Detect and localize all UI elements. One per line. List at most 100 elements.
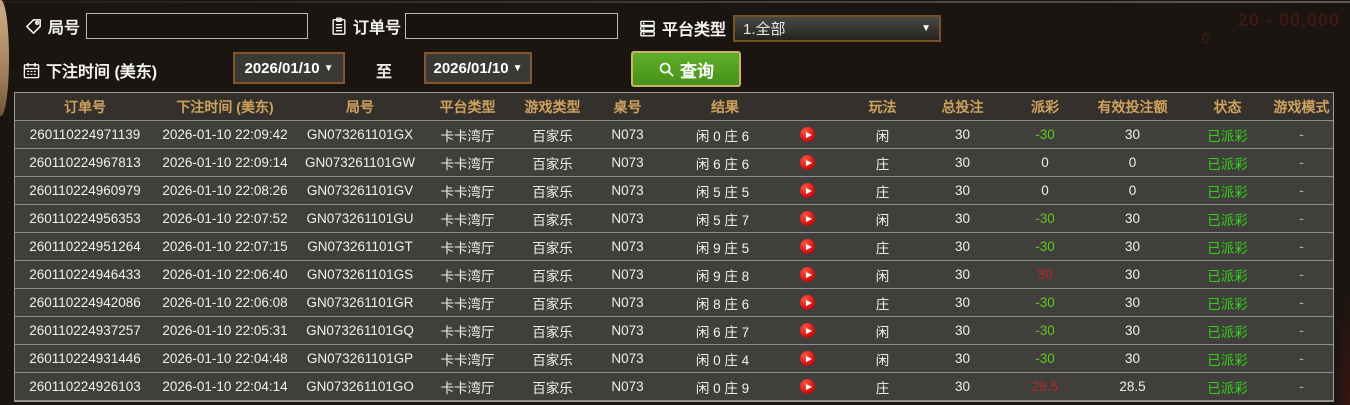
cell-round-number: GN073261101GV	[306, 183, 414, 198]
cell-platform-type: 卡卡湾厅	[440, 324, 495, 340]
table-row[interactable]: 260110224926103 2026-01-10 22:04:14 GN07…	[15, 373, 1333, 401]
cell-round-number: GN073261101GW	[304, 155, 416, 170]
video-replay-icon[interactable]	[800, 267, 815, 282]
table-row[interactable]: 260110224946433 2026-01-10 22:06:40 GN07…	[15, 261, 1333, 289]
cell-total-bet: 30	[954, 295, 971, 310]
cell-platform-type: 卡卡湾厅	[440, 352, 495, 368]
cell-game-mode: -	[1299, 379, 1304, 394]
query-button[interactable]: 查询	[631, 51, 741, 87]
cell-order-number: 260110224946433	[29, 267, 141, 282]
cell-order-number: 260110224926103	[29, 379, 141, 394]
corner-glow	[1334, 285, 1350, 405]
cell-platform-type: 卡卡湾厅	[440, 380, 495, 396]
result-score-text: 闲 6 庄 7	[695, 324, 750, 340]
platform-type-label: 平台类型	[638, 16, 726, 40]
cell-game-type: 百家乐	[532, 268, 573, 284]
table-row[interactable]: 260110224951264 2026-01-10 22:07:15 GN07…	[15, 233, 1333, 261]
table-body: 260110224971139 2026-01-10 22:09:42 GN07…	[15, 121, 1333, 401]
table-row[interactable]: 260110224956353 2026-01-10 22:07:52 GN07…	[15, 205, 1333, 233]
cell-game-type: 百家乐	[532, 324, 573, 340]
video-replay-icon[interactable]	[800, 155, 815, 170]
window-top-edge	[0, 1, 1350, 3]
cell-valid-bet: 30	[1124, 351, 1141, 366]
cell-round-number: GN073261101GX	[306, 127, 414, 142]
col-header-round: 局号	[346, 98, 374, 115]
cell-payout: -30	[1035, 239, 1055, 254]
side-drawer-handle[interactable]	[0, 0, 9, 116]
table-header-row: 订单号 下注时间 (美东) 局号 平台类型 游戏类型 桌号 结果 玩法 总投注 …	[15, 93, 1333, 121]
cell-platform-type: 卡卡湾厅	[440, 128, 495, 144]
cell-bet-time: 2026-01-10 22:04:48	[162, 351, 288, 366]
col-header-bet-time: 下注时间 (美东)	[176, 98, 274, 115]
order-number-input[interactable]	[405, 13, 618, 39]
chevron-down-icon: ▼	[512, 62, 523, 74]
round-number-label: 局号	[24, 14, 80, 38]
cell-order-number: 260110224937257	[29, 323, 141, 338]
cell-total-bet: 30	[954, 183, 971, 198]
video-replay-icon[interactable]	[800, 211, 815, 226]
tag-icon	[25, 18, 41, 34]
video-replay-icon[interactable]	[800, 183, 815, 198]
cell-play-type: 庄	[875, 380, 890, 396]
table-row[interactable]: 260110224971139 2026-01-10 22:09:42 GN07…	[15, 121, 1333, 149]
cell-game-mode: -	[1299, 155, 1304, 170]
cell-bet-time: 2026-01-10 22:07:15	[162, 239, 288, 254]
cell-payout: -30	[1035, 127, 1055, 142]
table-row[interactable]: 260110224967813 2026-01-10 22:09:14 GN07…	[15, 149, 1333, 177]
background-bleed-text: 20 - 00,000 0	[1201, 10, 1340, 49]
result-score-text: 闲 9 庄 5	[695, 240, 750, 256]
cell-play-type: 闲	[875, 128, 890, 144]
video-replay-icon[interactable]	[800, 323, 815, 338]
bet-records-table: 订单号 下注时间 (美东) 局号 平台类型 游戏类型 桌号 结果 玩法 总投注 …	[14, 92, 1334, 402]
result-score-text: 闲 9 庄 8	[695, 268, 750, 284]
cell-payout: 30	[1037, 267, 1053, 282]
video-replay-icon[interactable]	[800, 351, 815, 366]
cell-game-type: 百家乐	[532, 352, 573, 368]
col-header-result: 结果	[711, 98, 739, 115]
cell-status: 已派彩	[1207, 240, 1248, 256]
cell-status: 已派彩	[1207, 212, 1248, 228]
list-icon	[640, 20, 655, 36]
cell-valid-bet: 0	[1128, 155, 1137, 170]
video-replay-icon[interactable]	[800, 127, 815, 142]
round-number-input[interactable]	[86, 13, 308, 39]
cell-game-type: 百家乐	[532, 380, 573, 396]
cell-game-type: 百家乐	[532, 240, 573, 256]
cell-game-type: 百家乐	[532, 156, 573, 172]
video-replay-icon[interactable]	[800, 295, 815, 310]
cell-round-number: GN073261101GO	[306, 379, 414, 394]
cell-game-mode: -	[1299, 183, 1304, 198]
cell-valid-bet: 0	[1128, 183, 1137, 198]
cell-bet-time: 2026-01-10 22:09:14	[162, 155, 288, 170]
cell-bet-time: 2026-01-10 22:09:42	[162, 127, 288, 142]
cell-table-number: N073	[611, 323, 644, 338]
cell-bet-time: 2026-01-10 22:06:40	[162, 267, 288, 282]
cell-game-mode: -	[1299, 351, 1304, 366]
col-header-platform: 平台类型	[439, 98, 496, 115]
cell-table-number: N073	[611, 127, 644, 142]
date-from-picker[interactable]: 2026/01/10 ▼	[233, 52, 345, 84]
cell-table-number: N073	[611, 183, 644, 198]
cell-order-number: 260110224956353	[29, 211, 141, 226]
col-header-payout: 派彩	[1031, 98, 1059, 115]
cell-play-type: 闲	[875, 268, 890, 284]
table-row[interactable]: 260110224942086 2026-01-10 22:06:08 GN07…	[15, 289, 1333, 317]
platform-type-select[interactable]: 1.全部 ▼	[733, 15, 941, 42]
table-row[interactable]: 260110224937257 2026-01-10 22:05:31 GN07…	[15, 317, 1333, 345]
table-row[interactable]: 260110224960979 2026-01-10 22:08:26 GN07…	[15, 177, 1333, 205]
cell-table-number: N073	[611, 211, 644, 226]
date-to-picker[interactable]: 2026/01/10 ▼	[424, 52, 532, 84]
cell-round-number: GN073261101GQ	[306, 323, 414, 338]
cell-platform-type: 卡卡湾厅	[440, 296, 495, 312]
result-score-text: 闲 0 庄 4	[695, 352, 750, 368]
video-replay-icon[interactable]	[800, 239, 815, 254]
video-replay-icon[interactable]	[800, 379, 815, 394]
cell-valid-bet: 30	[1124, 127, 1141, 142]
cell-round-number: GN073261101GR	[306, 295, 414, 310]
col-header-play: 玩法	[868, 98, 897, 115]
cell-payout: 0	[1041, 183, 1049, 198]
cell-table-number: N073	[611, 379, 644, 394]
cell-game-mode: -	[1299, 323, 1304, 338]
cell-result: 闲 6 庄 7	[660, 321, 850, 341]
table-row[interactable]: 260110224931446 2026-01-10 22:04:48 GN07…	[15, 345, 1333, 373]
